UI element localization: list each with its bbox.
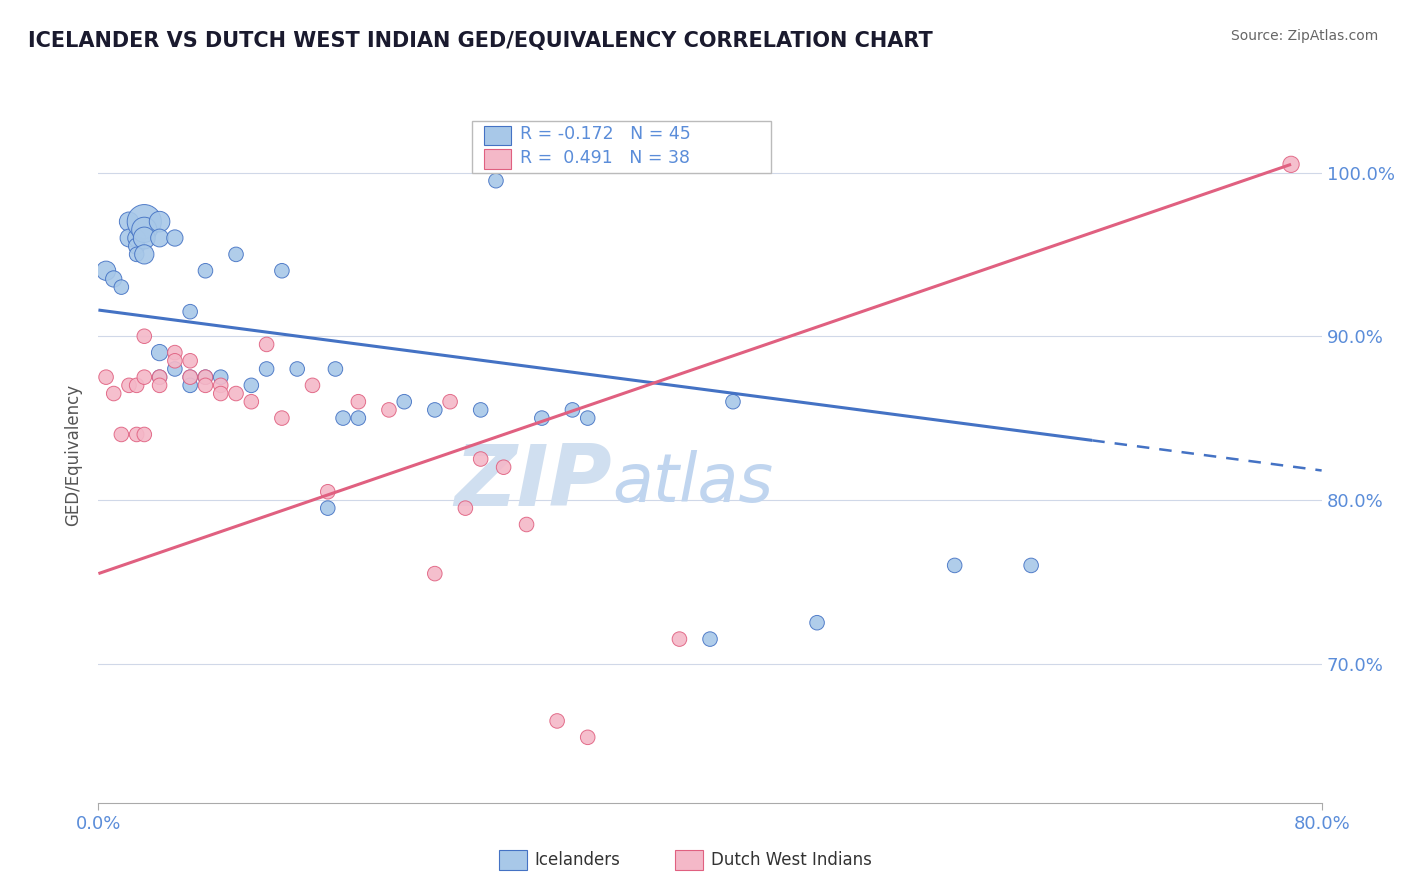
Point (94, 370, 117, 384)
Point (94, 264, 117, 278)
Point (485, 174, 508, 188)
Point (103, 386, 125, 401)
Point (125, 239, 148, 253)
Point (270, 264, 292, 278)
Point (423, 403, 446, 417)
Point (194, 264, 217, 278)
Point (301, 378, 323, 392)
FancyBboxPatch shape (484, 150, 510, 169)
Point (256, 337, 278, 351)
Point (332, 411, 354, 425)
Point (110, 427, 132, 442)
Point (134, 231, 156, 245)
Point (134, 370, 156, 384)
Point (179, 370, 201, 384)
Point (194, 370, 217, 384)
Text: atlas: atlas (612, 450, 773, 516)
Point (134, 223, 156, 237)
Point (149, 370, 172, 384)
Point (721, 394, 744, 409)
FancyBboxPatch shape (471, 121, 772, 173)
Point (378, 403, 401, 417)
Y-axis label: GED/Equivalency: GED/Equivalency (65, 384, 83, 526)
Point (110, 280, 132, 294)
Point (270, 411, 292, 425)
Point (125, 427, 148, 442)
Point (149, 345, 172, 359)
Point (316, 501, 339, 516)
Point (256, 362, 278, 376)
Point (149, 231, 172, 245)
Point (163, 362, 186, 376)
Point (134, 329, 156, 343)
Point (240, 378, 263, 392)
Point (347, 394, 370, 409)
Point (240, 394, 263, 409)
Point (439, 394, 461, 409)
Point (209, 378, 232, 392)
Point (285, 362, 308, 376)
Text: Icelanders: Icelanders (534, 851, 620, 869)
Point (423, 566, 446, 581)
Point (134, 214, 156, 228)
Point (225, 386, 247, 401)
Text: Dutch West Indians: Dutch West Indians (711, 851, 872, 869)
Point (943, 558, 966, 573)
Point (194, 370, 217, 384)
Point (118, 378, 141, 392)
Point (125, 231, 148, 245)
Point (530, 411, 553, 425)
Point (347, 411, 370, 425)
Point (118, 231, 141, 245)
Point (392, 394, 416, 409)
Point (118, 214, 141, 228)
Point (149, 370, 172, 384)
Point (125, 378, 148, 392)
Point (492, 460, 515, 475)
Text: Source: ZipAtlas.com: Source: ZipAtlas.com (1230, 29, 1378, 43)
Point (163, 345, 186, 359)
Point (325, 362, 347, 376)
Point (316, 484, 339, 499)
Point (454, 501, 477, 516)
Point (134, 247, 156, 261)
Point (149, 378, 172, 392)
Point (209, 370, 232, 384)
Point (1019, 558, 1042, 573)
Text: ICELANDER VS DUTCH WEST INDIAN GED/EQUIVALENCY CORRELATION CHART: ICELANDER VS DUTCH WEST INDIAN GED/EQUIV… (28, 31, 932, 51)
Point (1279, 157, 1302, 171)
FancyBboxPatch shape (484, 126, 510, 145)
Point (546, 714, 568, 728)
Point (470, 452, 492, 467)
Point (194, 378, 217, 392)
Point (125, 247, 148, 261)
Point (225, 247, 247, 261)
Point (806, 615, 828, 630)
Point (561, 403, 583, 417)
Point (699, 632, 721, 646)
Point (668, 632, 690, 646)
Point (103, 272, 125, 286)
Point (179, 304, 201, 318)
Point (576, 411, 599, 425)
Point (134, 427, 156, 442)
Point (179, 378, 201, 392)
Text: R = -0.172   N = 45: R = -0.172 N = 45 (520, 125, 692, 144)
Point (163, 353, 186, 368)
Point (470, 403, 492, 417)
Point (179, 353, 201, 368)
Point (149, 214, 172, 228)
Text: R =  0.491   N = 38: R = 0.491 N = 38 (520, 149, 690, 167)
Point (179, 370, 201, 384)
Point (516, 517, 538, 532)
Point (163, 231, 186, 245)
Text: ZIP: ZIP (454, 442, 612, 524)
Point (576, 731, 599, 745)
Point (209, 386, 232, 401)
